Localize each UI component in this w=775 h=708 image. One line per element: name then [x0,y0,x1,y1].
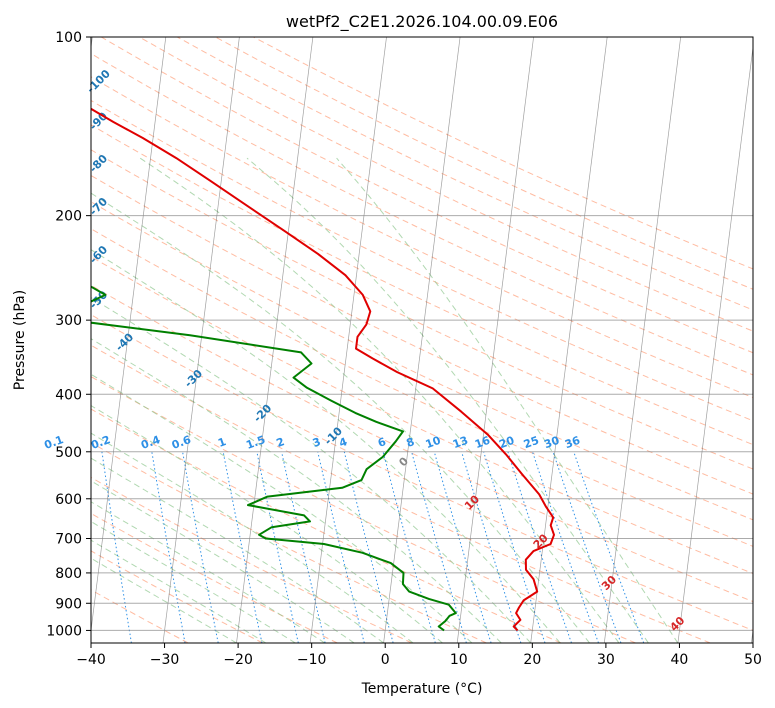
y-tick-label: 800 [55,566,82,582]
x-tick-label: −20 [223,652,253,668]
dewpoint-profile-line [91,285,457,632]
dry-adiabat [215,37,753,290]
x-tick-label: 20 [523,652,541,668]
mixing-ratio-line [461,451,522,643]
mixing-ratio-label: 0.6 [170,433,193,452]
x-axis-label: Temperature (°C) [361,681,483,697]
isotherm [91,37,167,634]
mixing-ratio-label: 8 [405,435,417,450]
dry-adiabat [91,201,753,521]
x-tick-label: 30 [597,652,615,668]
dry-adiabat [91,344,711,643]
mixing-ratio-label: 1.5 [244,433,267,452]
y-tick-label: 400 [55,387,82,403]
mixing-ratio-label: 25 [522,434,541,451]
isotherm [236,37,314,643]
x-tick-label: 50 [744,652,762,668]
y-tick-label: 100 [55,30,82,46]
x-tick-label: −10 [297,652,327,668]
x-tick-label: −40 [76,652,106,668]
y-tick-label: 500 [55,445,82,461]
dry-adiabat [91,256,753,575]
mixing-ratio-label: 20 [497,434,516,452]
temperature-profile-line [91,107,555,632]
dry-adiabat [91,228,753,547]
profile-lines [91,107,555,632]
mixing-ratio-line [532,451,599,643]
mixing-ratio-label: 0.1 [43,433,66,452]
moist-adiabat [139,157,620,643]
isotherm [530,37,608,643]
mixing-ratio-label: 30 [542,434,561,452]
y-axis-ticks: 100 200 300 400 500 600 700 800 900 1000 [46,30,91,639]
mixing-ratio-label: 1 [216,435,228,450]
dry-adiabat [91,314,753,631]
x-tick-label: 10 [450,652,468,668]
mixing-ratio-line [411,451,467,643]
isotherm [603,37,682,643]
mixing-ratio-line [382,451,436,643]
moist-adiabat [91,457,384,643]
y-tick-label: 600 [55,492,82,508]
dry-adiabat [91,99,753,422]
dry-adiabat [91,550,263,643]
y-tick-label: 900 [55,596,82,612]
mixing-ratio-label: 6 [376,435,388,450]
dry-adiabat [91,376,636,643]
mixing-ratio-line [433,451,492,643]
dry-adiabat [91,442,487,643]
y-tick-label: 1000 [46,623,82,639]
dry-adiabat [91,408,562,643]
mixing-ratio-label: 4 [337,435,349,450]
mixing-ratio-label: 0.2 [89,433,112,452]
mixing-ratio-label: 3 [311,435,323,450]
mixing-ratio-line [256,451,299,643]
mixing-ratio-line [483,451,546,643]
isotherm [383,37,461,643]
reference-lines [91,37,753,643]
mixing-ratio-line [552,451,622,643]
mixing-ratio-label: 16 [473,434,492,452]
isotherm [162,37,240,643]
moist-adiabat [91,338,502,643]
y-tick-label: 700 [55,532,82,548]
isotherm [456,37,534,643]
dry-adiabat [91,124,753,446]
mixing-ratio-line [573,451,645,643]
mixing-ratio-line [317,451,365,643]
mixing-ratio-line [281,451,326,643]
dry-adiabat [91,174,753,495]
y-axis-label: Pressure (hPa) [12,290,28,390]
dry-adiabat [100,37,753,354]
dry-adiabat [91,284,753,603]
reference-labels: 0.1 0.2 0.4 0.6 1 1.5 2 3 4 6 8 10 13 16 20 25 30 36-100-… [43,67,688,634]
mixing-ratio-label: 13 [451,434,470,451]
mixing-ratio-line [222,451,263,643]
mixing-ratio-line [507,451,572,643]
mixing-ratio-label: 0.4 [139,433,162,452]
x-axis-ticks: −40 −30 −20 −10 0 10 20 30 40 50 [76,643,762,668]
mixing-ratio-label: 36 [563,434,582,452]
mixing-ratio-label: 2 [275,435,287,450]
x-tick-label: 40 [671,652,689,668]
mixing-ratio-line [182,451,219,643]
dry-adiabat [91,512,338,643]
x-tick-label: 0 [381,652,390,668]
y-tick-label: 200 [55,209,82,225]
x-tick-label: −30 [150,652,180,668]
plot-frame [90,36,754,644]
isotherm [309,37,387,643]
dry-adiabat [177,37,753,311]
y-tick-label: 300 [55,313,82,329]
mixing-ratio-label: 10 [424,434,443,452]
chart-title: wetPf2_C2E1.2026.104.00.09.E06 [286,12,558,32]
dry-adiabat [91,52,753,376]
isotherm [677,44,753,643]
